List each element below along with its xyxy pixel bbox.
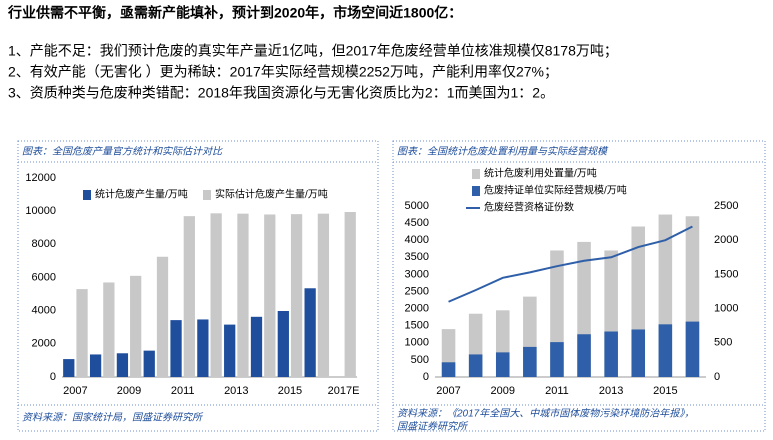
bar — [76, 289, 88, 377]
y-tick-label: 4000 — [405, 234, 429, 246]
bar — [468, 354, 483, 377]
y-tick-label: 1000 — [405, 337, 429, 349]
legend-label: 危废持证单位实际经营规模/万吨 — [484, 184, 627, 197]
point: 3、资质种类与危废种类错配：2018年我国资源化与无害化资质比为2：1而美国为1… — [8, 85, 554, 101]
y-tick-label: 12000 — [25, 172, 56, 184]
bar — [277, 310, 289, 377]
panel-border — [17, 140, 379, 432]
bar — [183, 216, 195, 377]
bar — [210, 213, 222, 377]
bar — [197, 319, 209, 377]
bar — [89, 354, 102, 377]
line — [448, 225, 693, 303]
bar — [63, 359, 75, 377]
bar — [237, 213, 249, 377]
x-tick-label: 2007 — [436, 385, 460, 397]
chart-title: 图表：全国统计危废处置利用量与实际经营规模 — [397, 146, 609, 158]
bar — [116, 353, 129, 377]
legend-label: 实际估计危废产生量/万吨 — [215, 188, 328, 201]
source: 资料来源：《2017年全国大、中城市固体废物污染环境防治年报》， — [397, 408, 694, 420]
x-tick-label: 2009 — [491, 385, 515, 397]
y-tick-label: 0 — [50, 371, 56, 383]
y-tick-label: 10000 — [25, 205, 56, 217]
bar — [441, 362, 456, 377]
x-tick-label: 2011 — [545, 385, 569, 397]
bar — [103, 282, 115, 377]
legend-swatch — [203, 190, 211, 200]
legend-label: 统计危废利用处置量/万吨 — [484, 167, 597, 180]
legend-swatch — [472, 169, 480, 179]
bar — [264, 214, 276, 377]
y-tick-label: 0 — [423, 371, 429, 383]
bar — [304, 288, 316, 377]
legend-label: 危废经营资格证份数 — [484, 201, 574, 214]
y-tick-label: 500 — [411, 354, 429, 366]
bar — [143, 350, 155, 377]
source: 资料来源：国家统计局，国盛证券研究所 — [22, 412, 204, 424]
point: 1、产能不足：我们预计危废的真实年产量近1亿吨，但2017年危废经营单位核准规模… — [8, 43, 618, 60]
bar — [290, 214, 303, 377]
bar — [550, 342, 564, 377]
bar — [577, 334, 591, 377]
bar — [224, 324, 236, 377]
y-tick-label: 2000 — [32, 338, 56, 350]
x-tick-label: 2009 — [117, 385, 141, 397]
bar — [170, 320, 182, 377]
x-tick-label: 2007 — [63, 385, 87, 397]
headline: 行业供需不平衡，亟需新产能填补，预计到2020年，市场空间近1800亿： — [7, 5, 462, 21]
y2-tick-label: 500 — [714, 337, 732, 349]
panel-border — [392, 140, 766, 432]
bar — [130, 275, 142, 377]
y-tick-label: 1500 — [405, 320, 429, 332]
x-tick-label: 2013 — [599, 385, 623, 397]
y-tick-label: 5000 — [405, 200, 429, 212]
bar — [156, 256, 169, 377]
y2-tick-label: 2500 — [714, 200, 738, 212]
y-tick-label: 6000 — [32, 271, 56, 283]
chart-title: 图表：全国危废产量官方统计和实际估计对比 — [22, 146, 223, 158]
y-tick-label: 2000 — [405, 303, 429, 315]
y2-tick-label: 1000 — [714, 303, 738, 315]
bar — [631, 329, 646, 377]
bar — [658, 324, 673, 377]
y-tick-label: 4000 — [32, 305, 56, 317]
bar — [344, 211, 356, 377]
y-tick-label: 3500 — [405, 251, 429, 263]
legend-swatch — [472, 186, 480, 196]
point: 2、有效产能（无害化 ）更为稀缺：2017年实际经营规模2252万吨，产能利用率… — [8, 64, 558, 81]
bar — [523, 346, 537, 377]
x-tick-label: 2015 — [278, 385, 302, 397]
y-tick-label: 4500 — [405, 217, 429, 229]
bar — [685, 321, 700, 377]
x-tick-label: 2013 — [224, 385, 248, 397]
y-tick-label: 8000 — [32, 238, 56, 250]
legend-label: 统计危废产生量/万吨 — [95, 188, 188, 201]
legend-swatch — [83, 190, 91, 200]
x-tick-label: 2015 — [653, 385, 677, 397]
x-tick-label: 2017E — [328, 385, 360, 397]
source: 国盛证券研究所 — [397, 421, 469, 433]
y2-tick-label: 2000 — [714, 234, 738, 246]
y2-tick-label: 1500 — [714, 268, 738, 280]
y-tick-label: 3000 — [405, 268, 429, 280]
y2-tick-label: 0 — [714, 371, 720, 383]
bar — [495, 352, 510, 377]
bar — [317, 213, 330, 377]
bar — [604, 331, 618, 377]
bar — [250, 316, 263, 377]
y-tick-label: 2500 — [405, 285, 429, 297]
x-tick-label: 2011 — [171, 385, 195, 397]
